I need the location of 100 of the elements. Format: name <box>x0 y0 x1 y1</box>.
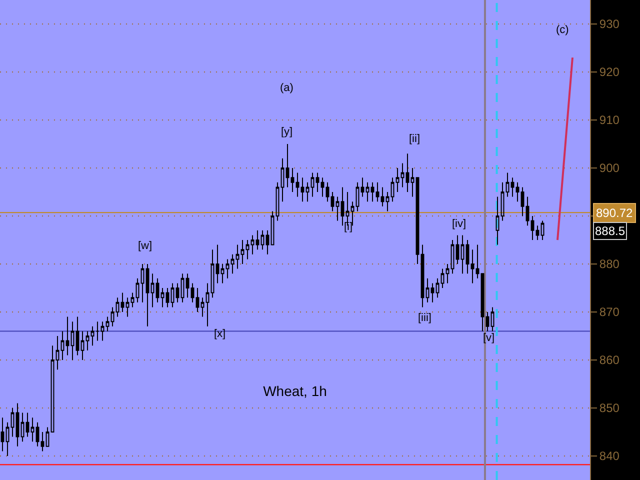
candlestick <box>60 330 64 360</box>
candlestick <box>146 264 150 327</box>
annotation: [x] <box>214 328 226 340</box>
candlestick <box>466 240 470 274</box>
candlestick <box>216 244 220 284</box>
candlestick <box>436 278 440 298</box>
candlestick <box>476 244 480 279</box>
candlestick <box>130 292 134 308</box>
candlestick <box>486 312 490 332</box>
candlestick <box>26 412 30 438</box>
candlestick <box>230 254 234 274</box>
candlestick <box>510 177 514 198</box>
candlestick <box>50 345 54 432</box>
y-tick-label: 910 <box>599 113 620 128</box>
candlestick <box>56 336 60 370</box>
candlestick <box>66 316 70 356</box>
candlestick <box>70 321 74 360</box>
candlestick <box>180 273 184 303</box>
candlestick <box>336 196 340 222</box>
annotation: (c) <box>556 24 569 36</box>
candlestick <box>250 234 254 255</box>
candlestick <box>450 240 454 274</box>
y-tick-label: 840 <box>599 449 620 464</box>
candlestick <box>516 182 520 202</box>
candlestick <box>380 186 384 207</box>
candlestick <box>100 321 104 342</box>
text: 888.5 <box>595 224 626 238</box>
candlestick <box>356 182 360 212</box>
candlestick <box>456 234 460 264</box>
candlestick <box>110 306 114 327</box>
candlestick <box>496 196 500 246</box>
candlestick <box>526 196 530 226</box>
annotation: [i] <box>344 221 353 233</box>
candlestick <box>206 282 210 327</box>
candlestick <box>106 316 110 332</box>
candlestick <box>320 177 324 198</box>
text: Wheat, 1h <box>263 383 327 400</box>
candlestick <box>40 432 44 452</box>
candlestick <box>370 182 374 202</box>
candlestick <box>506 172 510 198</box>
candlestick <box>136 278 140 303</box>
candlestick <box>280 158 284 202</box>
candlestick <box>296 172 300 198</box>
candlestick <box>290 168 294 192</box>
candlestick <box>196 288 200 312</box>
candlestick <box>236 244 240 270</box>
candlestick <box>310 172 314 198</box>
candlestick <box>426 278 430 303</box>
candlestick <box>366 182 370 202</box>
candlestick <box>6 422 10 456</box>
candlestick <box>96 321 100 342</box>
candlestick <box>330 192 334 212</box>
candlestick <box>226 258 230 279</box>
candlestick <box>536 225 540 240</box>
candlestick <box>0 417 4 452</box>
candlestick <box>220 264 224 284</box>
candlestick <box>120 292 124 312</box>
candlestick <box>386 192 390 212</box>
candlestick <box>430 282 434 303</box>
candlestick <box>446 264 450 284</box>
candlestick <box>240 240 244 264</box>
candlestick <box>16 402 20 447</box>
candlestick <box>500 182 504 222</box>
candlestick <box>140 264 144 303</box>
candlestick <box>166 288 170 308</box>
candlestick <box>400 162 404 188</box>
candlestick <box>470 249 474 284</box>
candlestick <box>480 273 484 332</box>
candlestick <box>396 168 400 192</box>
candlestick <box>440 268 444 288</box>
annotation: [iv] <box>452 218 466 230</box>
candlestick <box>530 216 534 240</box>
candlestick <box>156 278 160 303</box>
y-tick-label: 920 <box>599 65 620 80</box>
candlestick <box>20 412 24 442</box>
candlestick <box>260 230 264 250</box>
y-tick-label: 930 <box>599 17 620 32</box>
annotation: [ii] <box>409 133 420 145</box>
candlestick <box>90 326 94 346</box>
candlestick <box>256 230 260 250</box>
y-tick-label: 870 <box>599 305 620 320</box>
candlestick <box>276 182 280 222</box>
y-tick-label: 880 <box>599 257 620 272</box>
candlestick <box>270 210 274 246</box>
y-tick-label: 850 <box>599 401 620 416</box>
candlestick <box>36 422 40 447</box>
candlestick <box>540 220 544 240</box>
candlestick <box>340 186 344 226</box>
candlestick <box>460 234 464 274</box>
candlestick <box>46 426 50 447</box>
annotation: [v] <box>483 332 495 344</box>
candlestick <box>176 282 180 303</box>
candlestick <box>306 182 310 202</box>
candlestick <box>210 249 214 298</box>
annotation: (a) <box>280 82 294 94</box>
candlestick <box>266 230 270 255</box>
candlestick <box>126 297 130 318</box>
candlestick <box>520 186 524 216</box>
candlestick <box>350 201 354 226</box>
candlestick <box>390 177 394 202</box>
